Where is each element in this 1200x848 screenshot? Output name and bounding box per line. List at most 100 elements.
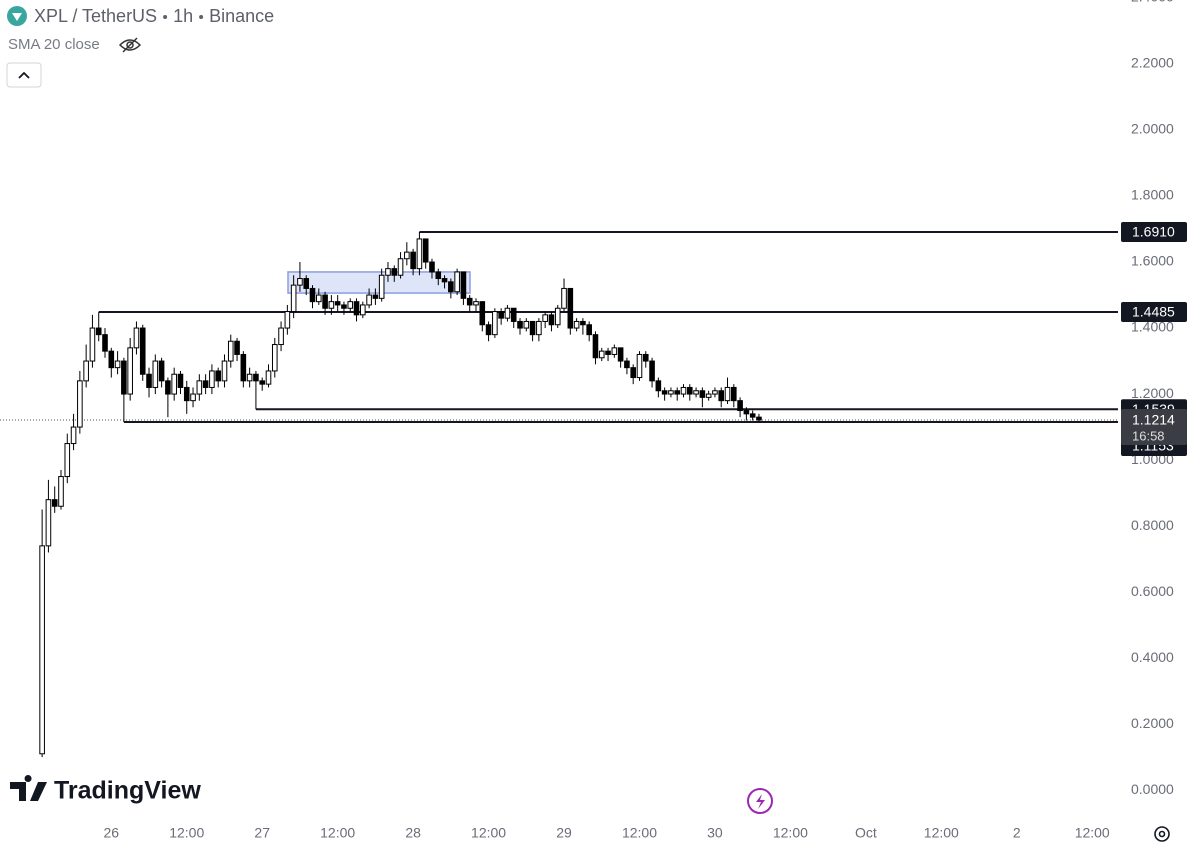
- candle-body: [278, 327, 284, 346]
- candle-body: [422, 238, 429, 263]
- candle-body: [435, 271, 442, 280]
- candle-body: [303, 278, 310, 289]
- last-price-label: 1.1214: [1132, 412, 1175, 428]
- y-tick-label: 2.4000: [1131, 0, 1174, 5]
- x-tick-label: 12:00: [471, 825, 506, 841]
- candle-body: [630, 367, 636, 379]
- candle-body: [517, 320, 523, 329]
- candle-body: [77, 380, 83, 428]
- candle-body: [441, 278, 448, 283]
- candle-body: [165, 380, 171, 395]
- y-tick-label: 2.0000: [1131, 121, 1174, 137]
- candle-body: [504, 307, 511, 319]
- candle-body: [297, 278, 303, 286]
- candle-body: [253, 373, 259, 382]
- hide-icon[interactable]: [118, 37, 142, 53]
- candle-body: [227, 340, 234, 362]
- candle-body: [416, 238, 423, 270]
- symbol-logo-mark: [12, 13, 22, 21]
- candle-body: [498, 311, 504, 319]
- candle-body: [83, 360, 89, 382]
- candle-body: [485, 324, 492, 336]
- x-tick-label: 30: [707, 825, 723, 841]
- candle-body: [454, 271, 460, 293]
- candle-body: [642, 353, 649, 362]
- candle-body: [158, 360, 165, 382]
- candle-body: [284, 311, 291, 329]
- candle-body: [108, 350, 115, 369]
- candle-body: [290, 284, 297, 313]
- candle-body: [51, 499, 58, 507]
- settings-button[interactable]: [1154, 826, 1170, 842]
- candle-body: [718, 390, 725, 402]
- candle-body: [573, 320, 580, 329]
- candle-body: [561, 287, 567, 309]
- collapse-button[interactable]: [6, 62, 42, 88]
- candle-body: [385, 268, 391, 276]
- candle-body: [177, 373, 184, 388]
- x-tick-label: Oct: [855, 825, 877, 841]
- candle-body: [680, 386, 687, 395]
- candle-body: [655, 380, 662, 392]
- candle-body: [737, 400, 743, 412]
- candle-body: [529, 320, 536, 336]
- x-tick-label: 26: [104, 825, 120, 841]
- candle-body: [196, 380, 203, 395]
- candle-body: [429, 261, 435, 273]
- candle-body: [347, 301, 354, 309]
- candle-body: [611, 347, 618, 355]
- price-label-box: [1121, 302, 1187, 323]
- candle-body: [39, 545, 45, 755]
- candle-body: [391, 268, 398, 276]
- header: XPL / TetherUS 1h Binance SMA 20 close: [6, 6, 274, 88]
- candle-body: [705, 393, 712, 398]
- symbol-name: XPL / TetherUS: [34, 6, 157, 26]
- candle-body: [567, 287, 574, 329]
- candle-body: [731, 386, 737, 402]
- candle-body: [322, 294, 328, 309]
- candle-body: [209, 370, 215, 388]
- exchange: Binance: [209, 6, 274, 26]
- collapse-icon: [18, 71, 30, 79]
- candle-body: [353, 301, 360, 316]
- candle-body: [45, 499, 52, 547]
- x-tick-label: 28: [405, 825, 421, 841]
- candle-body: [202, 380, 209, 388]
- candle-body: [64, 443, 71, 478]
- candle-body: [542, 314, 548, 322]
- candle-body: [636, 353, 643, 379]
- candle-body: [743, 410, 750, 415]
- candle-body: [89, 327, 96, 362]
- candle-body: [102, 334, 108, 352]
- candle-body: [536, 320, 542, 336]
- candle-body: [246, 373, 253, 382]
- candle-body: [756, 416, 762, 421]
- x-tick-label: 12:00: [320, 825, 355, 841]
- brand-logo: [10, 775, 47, 801]
- candle-body: [146, 373, 152, 388]
- indicator-label: SMA 20 close: [8, 36, 100, 53]
- x-tick-label: 2: [1013, 825, 1021, 841]
- candle-body: [624, 360, 630, 369]
- candle-body: [378, 274, 385, 299]
- candle-body: [171, 373, 177, 395]
- candle-body: [95, 327, 102, 336]
- candle-body: [592, 334, 599, 359]
- candle-body: [114, 360, 121, 369]
- y-tick-label: 1.8000: [1131, 187, 1174, 203]
- candle-body: [133, 327, 140, 349]
- candle-body: [724, 386, 731, 402]
- candle-body: [139, 327, 146, 375]
- x-tick-label: 12:00: [773, 825, 808, 841]
- candle-body: [554, 307, 561, 326]
- candle-body: [686, 386, 693, 395]
- x-tick-label: 12:00: [169, 825, 204, 841]
- candle-body: [523, 320, 530, 329]
- candle-body: [309, 287, 316, 303]
- candle-body: [473, 301, 479, 306]
- alert-button[interactable]: [747, 788, 773, 814]
- candle-body: [271, 344, 278, 372]
- candle-body: [328, 301, 335, 309]
- candle-body: [221, 360, 228, 382]
